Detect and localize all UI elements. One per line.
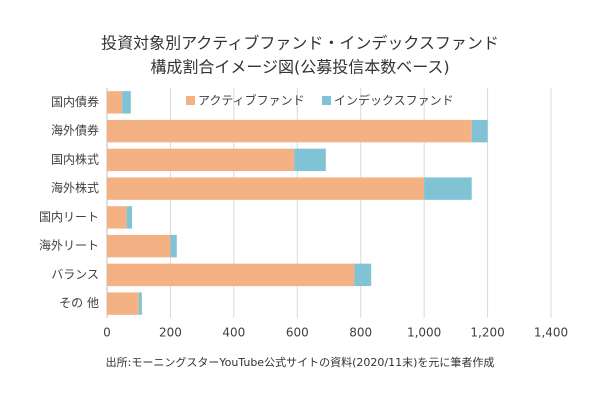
y-tick-label: 海外株式	[51, 180, 99, 195]
bar-segment	[107, 292, 139, 315]
bar-segment	[126, 206, 133, 229]
source-note: 出所:モーニングスターYouTube公式サイトの資料(2020/11末)を元に筆…	[106, 355, 495, 369]
x-tick-label: 0	[103, 326, 111, 340]
x-tick-label: 200	[159, 326, 182, 340]
bar-segment	[107, 91, 123, 114]
bar-segment	[107, 148, 295, 172]
x-tick-label: 400	[222, 326, 245, 340]
legend-label: インデックスファンド	[334, 93, 454, 108]
chart-title: 投資対象別アクティブファンド・インデックスファンド	[101, 34, 499, 53]
y-tick-label: その 他	[59, 296, 99, 310]
bar-segment	[107, 119, 472, 143]
bar-segment	[107, 177, 425, 200]
bar-segment	[107, 206, 127, 229]
x-tick-label: 600	[286, 326, 309, 340]
bar-segment	[138, 292, 142, 315]
x-tick-label: 1,400	[534, 326, 568, 340]
bar-segment	[122, 91, 131, 114]
y-tick-label: 国内リート	[39, 210, 99, 224]
bar-segment	[107, 263, 355, 287]
bar-segment	[471, 119, 488, 143]
y-tick-label: 国内債券	[51, 94, 99, 109]
y-tick-label: 海外リート	[39, 238, 99, 253]
x-tick-label: 1,200	[470, 326, 504, 340]
chart-title: 構成割合イメージ図(公募投信本数ベース)	[150, 58, 449, 77]
bar-segment	[354, 263, 372, 287]
bar-segment	[107, 234, 171, 258]
y-tick-label: 海外債券	[51, 123, 99, 138]
legend-label: アクティブファンド	[198, 93, 305, 108]
x-tick-label: 1,000	[407, 326, 441, 340]
bar-segment	[170, 234, 177, 258]
y-tick-label: 国内株式	[51, 151, 99, 166]
legend-swatch	[186, 96, 195, 105]
x-tick-label: 800	[349, 326, 372, 340]
bar-segment	[424, 177, 472, 200]
y-tick-label: バランス	[51, 267, 99, 281]
legend-swatch	[322, 96, 331, 105]
bar-segment	[294, 148, 326, 172]
